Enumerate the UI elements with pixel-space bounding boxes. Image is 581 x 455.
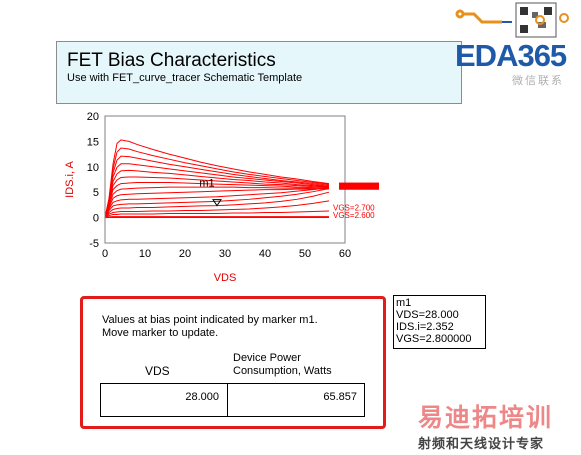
x-tick-label: 40	[259, 248, 271, 260]
panel-line-1: Values at bias point indicated by marker…	[102, 314, 318, 326]
vgs-curve-0	[104, 139, 330, 218]
vgs-line-label: VGS=2.700	[333, 203, 375, 212]
vgs-curve-12	[104, 200, 330, 218]
vgs-line-label: VGS=2.600	[333, 211, 375, 220]
curve-end-label-mark	[339, 187, 379, 190]
power-value-cell: 65.857	[323, 391, 357, 403]
marker-vds: VDS=28.000	[396, 309, 459, 321]
watermark-title: 易迪拓培训	[418, 404, 554, 432]
vgs-curve-13	[104, 210, 330, 219]
logo-subtext: 微信联系	[512, 75, 564, 87]
y-tick-label: 10	[87, 162, 99, 174]
marker-triangle-icon[interactable]	[212, 199, 222, 207]
vgs-curve-4	[104, 169, 330, 218]
marker-name: m1	[396, 297, 412, 309]
y-tick-label: 15	[87, 136, 99, 148]
logo-text: EDA365	[455, 38, 567, 73]
vds-value-cell: 28.000	[101, 384, 228, 416]
y-axis-label: IDS.i, A	[64, 161, 76, 198]
y-tick-label: 0	[93, 213, 99, 225]
marker-vgs: VGS=2.800000	[396, 333, 472, 345]
curve-end-label-mark	[339, 183, 379, 186]
x-tick-label: 20	[179, 248, 191, 260]
vgs-curve-6	[104, 182, 330, 218]
vgs-curve-5	[104, 176, 330, 218]
x-tick-label: 30	[219, 248, 231, 260]
x-tick-label: 50	[299, 248, 311, 260]
marker-readout: m1 VDS=28.000 IDS.i=2.352 VGS=2.800000	[393, 295, 486, 349]
plot-frame	[104, 115, 346, 244]
panel-line-2: Move marker to update.	[102, 327, 219, 339]
curve-end-label-mark	[339, 186, 379, 189]
curve-end-label-mark	[339, 184, 379, 187]
y-tick-label: 20	[87, 111, 99, 123]
page-subtitle: Use with FET_curve_tracer Schematic Temp…	[67, 72, 303, 84]
marker-ids: IDS.i=2.352	[396, 321, 454, 333]
y-tick-label: -5	[89, 238, 99, 250]
vgs-curve-14	[104, 216, 329, 219]
circuit-logo-icon	[455, 2, 569, 38]
vds-column-header: VDS	[145, 364, 170, 378]
vgs-curve-1	[104, 147, 330, 218]
power-column-header: Device Power Consumption, Watts	[233, 352, 332, 378]
marker-label: m1	[199, 178, 214, 190]
x-tick-label: 10	[139, 248, 151, 260]
vgs-curve-3	[104, 163, 330, 218]
y-tick-label: 5	[93, 187, 99, 199]
bias-point-panel: Values at bias point indicated by marker…	[80, 296, 386, 429]
title-box: FET Bias Characteristics Use with FET_cu…	[56, 41, 462, 104]
power-header-line-1: Device Power	[233, 352, 301, 364]
vgs-curve-10	[104, 188, 330, 218]
panel-instructions: Values at bias point indicated by marker…	[102, 314, 318, 340]
x-tick-label: 60	[339, 248, 351, 260]
x-axis-label: VDS	[214, 272, 237, 284]
vgs-curve-2	[104, 155, 330, 218]
page-title: FET Bias Characteristics	[67, 50, 276, 71]
vgs-curve-7	[104, 186, 329, 218]
vgs-curve-9	[104, 187, 330, 218]
watermark-subtitle: 射频和天线设计专家	[418, 436, 545, 451]
x-tick-label: 0	[102, 248, 108, 260]
power-header-line-2: Consumption, Watts	[233, 365, 332, 377]
vgs-curve-11	[104, 191, 330, 218]
curve-group	[104, 139, 330, 219]
logo	[454, 0, 581, 90]
bias-table: 28.000 65.857	[100, 383, 365, 417]
vgs-curve-8	[104, 188, 330, 218]
